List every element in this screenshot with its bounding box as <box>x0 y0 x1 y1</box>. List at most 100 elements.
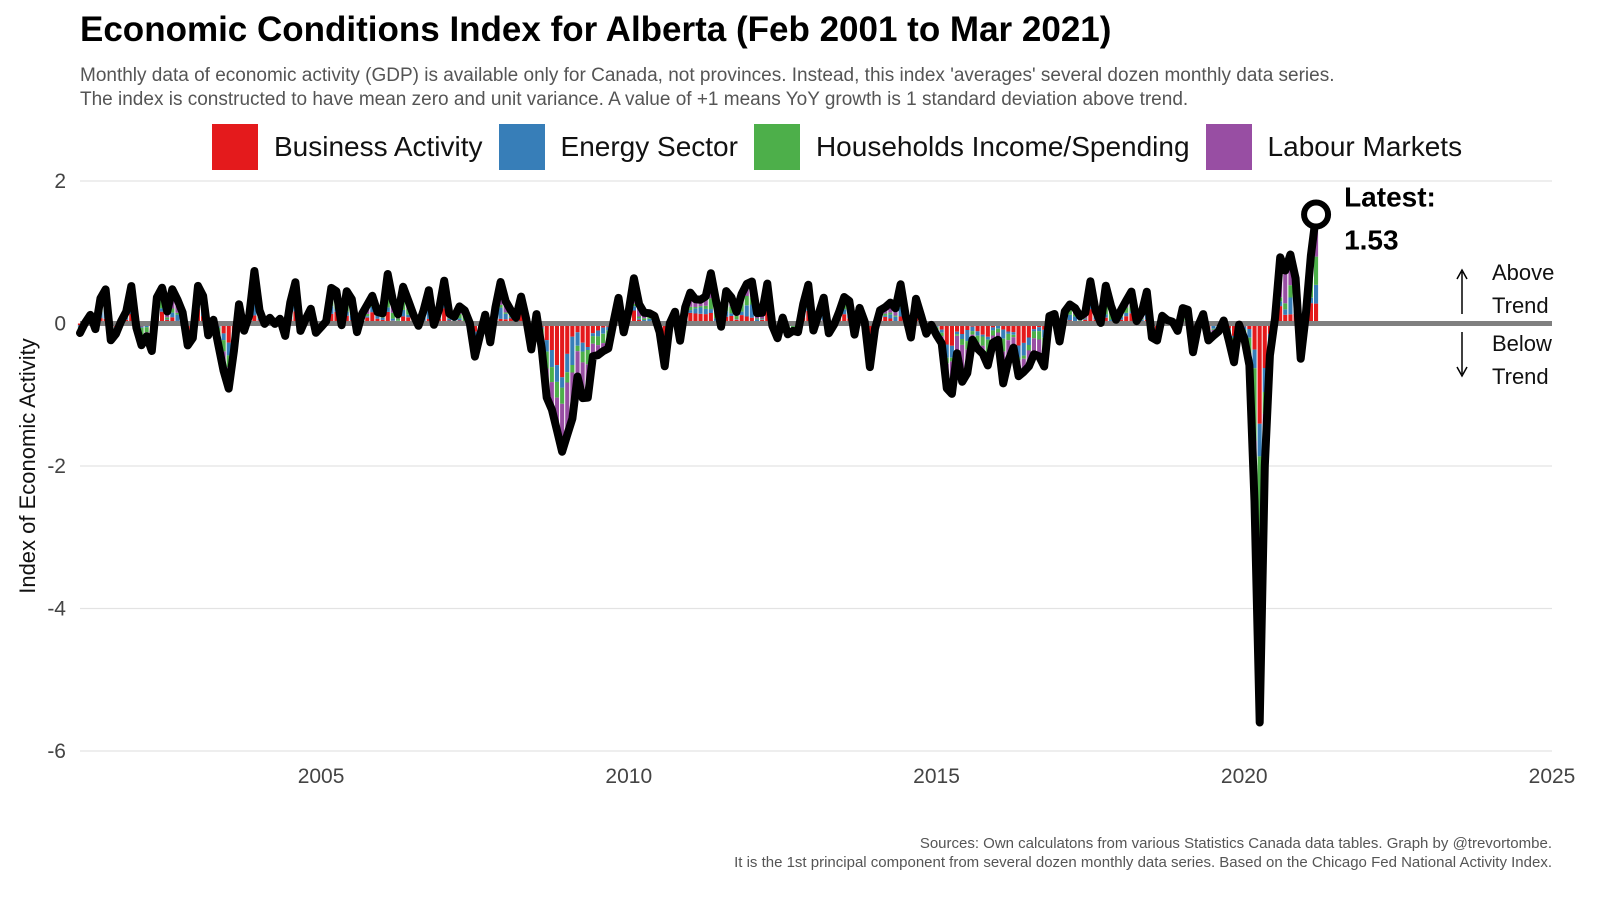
component-bar <box>693 307 698 309</box>
y-tick-label: -2 <box>47 455 66 478</box>
component-bar <box>590 343 595 357</box>
component-bar <box>503 313 508 320</box>
component-bar <box>165 317 170 320</box>
component-bar <box>565 372 570 383</box>
component-bar <box>1011 337 1016 348</box>
component-bar <box>939 329 944 333</box>
component-bar <box>1247 329 1252 338</box>
legend-label-labour-markets: Labour Markets <box>1267 131 1463 162</box>
y-tick-label: -4 <box>47 598 66 621</box>
component-bar <box>1257 456 1262 575</box>
component-bar <box>949 323 954 346</box>
component-bar <box>544 323 549 341</box>
component-bar <box>498 307 503 319</box>
component-bar <box>170 317 175 324</box>
component-bar <box>1211 328 1216 330</box>
component-bar <box>944 323 949 345</box>
y-tick-label: 2 <box>54 170 66 193</box>
component-bar <box>575 323 580 333</box>
component-bar <box>1021 323 1026 343</box>
subtitle-line-2: The index is constructed to have mean ze… <box>80 89 1189 110</box>
component-bar <box>1124 312 1129 317</box>
component-bar <box>1011 323 1016 333</box>
component-bar <box>252 315 257 324</box>
component-bar <box>329 313 334 324</box>
below-trend-line1: Below <box>1492 331 1552 356</box>
above-trend-line1: Above <box>1492 260 1554 285</box>
below-trend-line2: Trend <box>1492 364 1549 389</box>
component-bar <box>139 326 144 328</box>
component-bar <box>955 334 960 336</box>
legend-swatch-labour-markets <box>1205 124 1252 170</box>
component-bar <box>760 318 765 320</box>
component-bar <box>1314 285 1319 304</box>
component-bar <box>601 327 606 334</box>
component-bar <box>170 308 175 313</box>
component-bar <box>365 313 370 317</box>
component-bar <box>596 330 601 337</box>
legend-item-energy-sector: Energy Sector <box>498 124 738 170</box>
component-bar <box>575 351 580 377</box>
component-bar <box>508 317 513 319</box>
component-bar <box>221 340 226 352</box>
component-bar <box>1124 307 1129 313</box>
component-bar <box>1288 297 1293 315</box>
component-bar <box>144 325 149 328</box>
component-bar <box>1288 314 1293 324</box>
component-bar <box>1211 326 1216 329</box>
component-bar <box>749 304 754 318</box>
component-bar <box>472 323 477 332</box>
caption-line-1: Sources: Own calculatons from various St… <box>919 835 1552 852</box>
component-bar <box>1031 323 1036 330</box>
component-bar <box>955 323 960 332</box>
legend-item-households: Households Income/Spending <box>753 124 1190 170</box>
latest-value: 1.53 <box>1344 224 1399 255</box>
component-bar <box>985 339 990 353</box>
component-bar <box>739 315 744 324</box>
component-bar <box>1129 313 1134 324</box>
component-bar <box>1314 256 1319 285</box>
component-bar <box>637 316 642 319</box>
component-bar <box>580 342 585 352</box>
component-bar <box>442 308 447 324</box>
component-bar <box>570 323 575 337</box>
component-bar <box>1073 316 1078 322</box>
component-bar <box>1067 310 1072 315</box>
component-bar <box>390 312 395 319</box>
x-tick-label: 2025 <box>1529 765 1576 788</box>
component-bar <box>457 313 462 319</box>
component-bar <box>744 316 749 324</box>
index-line <box>76 210 1321 727</box>
component-bar <box>893 315 898 317</box>
component-bar <box>585 350 590 365</box>
chart-title: Economic Conditions Index for Alberta (F… <box>80 10 1112 49</box>
component-bar <box>949 357 954 362</box>
component-bar <box>1006 323 1011 332</box>
component-bar <box>385 311 390 324</box>
component-bar <box>590 336 595 344</box>
x-tick-label: 2020 <box>1221 765 1268 788</box>
component-bar <box>729 313 734 316</box>
component-bar <box>975 323 980 332</box>
component-bar <box>996 328 1001 333</box>
component-bar <box>221 333 226 341</box>
component-bar <box>1031 329 1036 332</box>
component-bar <box>170 312 175 318</box>
component-bar <box>642 318 647 320</box>
component-bar <box>160 308 165 312</box>
component-bar <box>401 309 406 317</box>
component-bar <box>1037 331 1042 340</box>
component-bar <box>1083 318 1088 319</box>
caption-line-2: It is the 1st principal component from s… <box>734 854 1552 871</box>
component-bar <box>175 312 180 315</box>
component-bar <box>975 331 980 336</box>
legend-label-households: Households Income/Spending <box>815 131 1190 162</box>
component-bar <box>1021 342 1026 356</box>
component-bar <box>1252 349 1257 369</box>
component-bar <box>395 318 400 321</box>
component-bar <box>390 318 395 321</box>
component-bar <box>898 316 903 324</box>
component-bar <box>960 339 965 345</box>
component-bar <box>370 312 375 324</box>
component-bar <box>1011 334 1016 338</box>
